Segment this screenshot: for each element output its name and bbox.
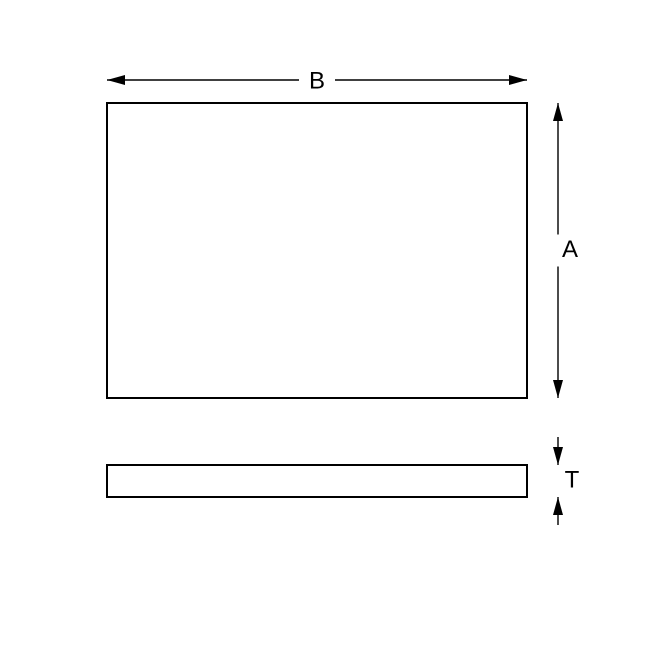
dimension-arrowhead (553, 447, 563, 465)
dimension-arrowhead (553, 380, 563, 398)
dimension-label-t: T (565, 466, 580, 493)
plate-side-view (107, 465, 527, 497)
dimension-label-b: B (309, 67, 325, 94)
dimension-arrowhead (107, 75, 125, 85)
dimension-arrowhead (509, 75, 527, 85)
dimension-label-a: A (562, 236, 578, 263)
dimension-arrowhead (553, 103, 563, 121)
dimension-arrowhead (553, 497, 563, 515)
plate-top-view (107, 103, 527, 398)
technical-drawing: B A T (0, 0, 670, 670)
